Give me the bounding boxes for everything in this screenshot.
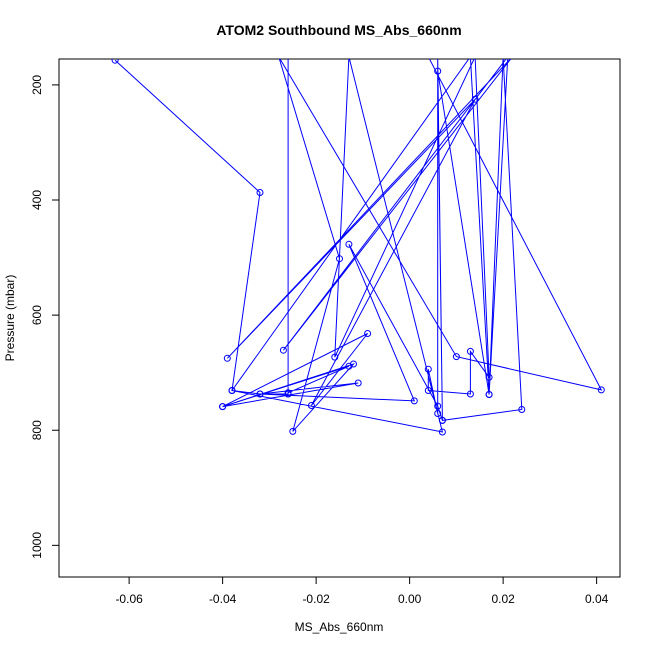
data-point: [219, 403, 227, 411]
data-point: [279, 346, 287, 354]
data-point: [289, 427, 297, 435]
x-tick-label: 0.00: [398, 592, 422, 606]
data-point: [350, 360, 357, 368]
data-point: [307, 402, 315, 409]
chart-title: ATOM2 Southbound MS_Abs_660nm: [216, 22, 461, 38]
data-point: [345, 240, 353, 248]
data-point: [518, 406, 526, 413]
data-point: [466, 390, 474, 398]
data-point: [256, 390, 264, 398]
data-point: [284, 389, 292, 397]
data-point: [228, 387, 236, 394]
y-axis-label: Pressure (mbar): [3, 275, 17, 362]
data-point: [111, 59, 119, 64]
y-tick-label: 1000: [30, 532, 44, 559]
y-axis: 200 400 600 800 1000: [30, 75, 60, 559]
x-tick-label: 0.02: [491, 592, 515, 606]
x-axis: -0.06 -0.04 -0.02 0.00 0.02 0.04: [115, 576, 609, 606]
data-point: [354, 379, 362, 387]
x-tick-label: -0.02: [302, 592, 330, 606]
data-point: [485, 373, 493, 381]
data-point: [466, 347, 474, 355]
data-point: [471, 95, 479, 103]
data-point: [223, 354, 231, 362]
x-tick-label: -0.04: [209, 592, 237, 606]
y-tick-label: 600: [30, 305, 44, 325]
y-tick-label: 200: [30, 75, 44, 95]
data-point: [256, 189, 264, 196]
data-point: [424, 365, 432, 373]
data-point: [434, 402, 442, 410]
data-point: [485, 391, 493, 398]
plot-area: [111, 59, 605, 436]
data-point: [434, 67, 442, 75]
x-tick-label: 0.04: [585, 592, 609, 606]
data-point: [452, 353, 460, 361]
data-point: [410, 397, 418, 405]
data-point: [331, 353, 339, 361]
data-point: [438, 416, 446, 424]
data-point: [364, 330, 372, 337]
x-axis-label: MS_Abs_660nm: [295, 620, 384, 634]
x-tick-label: -0.06: [115, 592, 143, 606]
data-point: [597, 386, 605, 394]
series-line: [114, 59, 603, 433]
y-tick-label: 800: [30, 420, 44, 440]
data-point: [434, 410, 442, 417]
data-point: [424, 387, 432, 394]
y-tick-label: 400: [30, 190, 44, 210]
plot-frame: [58, 58, 621, 578]
data-point: [336, 255, 343, 263]
data-point: [438, 428, 446, 436]
